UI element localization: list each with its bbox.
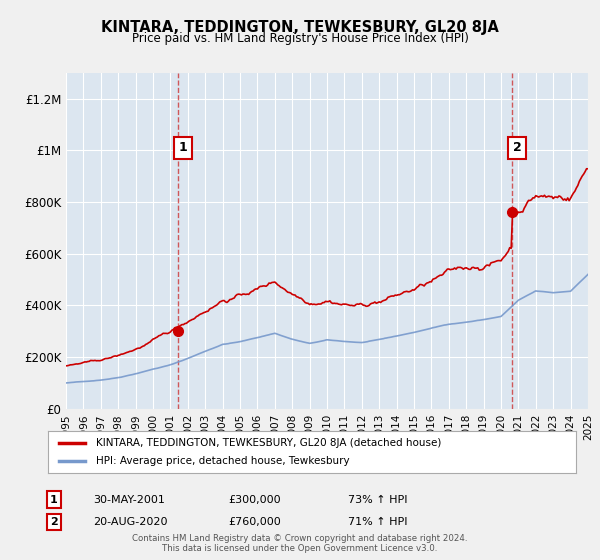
Text: 71% ↑ HPI: 71% ↑ HPI — [348, 517, 407, 527]
Text: HPI: Average price, detached house, Tewkesbury: HPI: Average price, detached house, Tewk… — [95, 456, 349, 466]
Text: 1: 1 — [50, 494, 58, 505]
Text: Price paid vs. HM Land Registry's House Price Index (HPI): Price paid vs. HM Land Registry's House … — [131, 32, 469, 45]
Text: £760,000: £760,000 — [228, 517, 281, 527]
Text: 20-AUG-2020: 20-AUG-2020 — [93, 517, 167, 527]
Text: Contains HM Land Registry data © Crown copyright and database right 2024.
This d: Contains HM Land Registry data © Crown c… — [132, 534, 468, 553]
Text: 2: 2 — [513, 141, 521, 154]
Text: 30-MAY-2001: 30-MAY-2001 — [93, 494, 165, 505]
Text: 2: 2 — [50, 517, 58, 527]
Text: 73% ↑ HPI: 73% ↑ HPI — [348, 494, 407, 505]
Text: KINTARA, TEDDINGTON, TEWKESBURY, GL20 8JA: KINTARA, TEDDINGTON, TEWKESBURY, GL20 8J… — [101, 20, 499, 35]
Text: KINTARA, TEDDINGTON, TEWKESBURY, GL20 8JA (detached house): KINTARA, TEDDINGTON, TEWKESBURY, GL20 8J… — [95, 438, 441, 448]
Text: 1: 1 — [179, 141, 187, 154]
Text: £300,000: £300,000 — [228, 494, 281, 505]
